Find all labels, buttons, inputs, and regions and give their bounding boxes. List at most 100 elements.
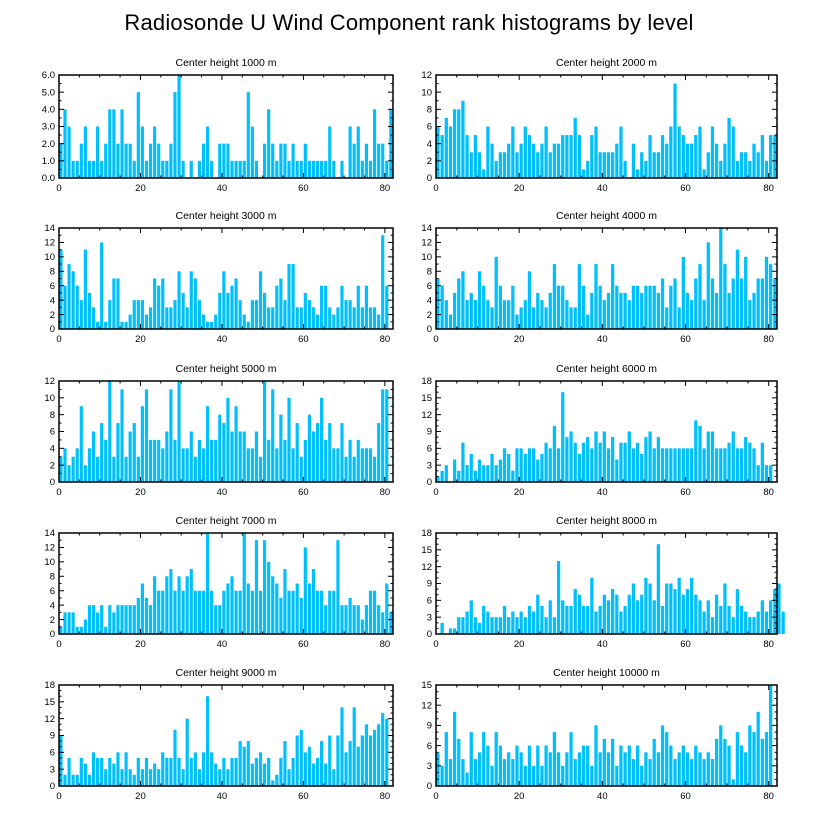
histogram-bar xyxy=(561,600,565,634)
histogram-bar xyxy=(739,605,744,634)
histogram-bar xyxy=(665,732,669,786)
histogram-bar xyxy=(457,617,461,634)
histogram-bar xyxy=(690,759,694,786)
histogram-bar xyxy=(540,605,544,634)
histogram-bar xyxy=(336,448,340,482)
histogram-bar xyxy=(685,292,690,329)
x-tick-label: 60 xyxy=(680,334,691,345)
histogram-bar xyxy=(752,732,756,786)
histogram-bar xyxy=(648,135,652,178)
histogram-bar xyxy=(477,271,482,329)
histogram-bar xyxy=(465,465,469,482)
histogram-bar xyxy=(197,439,202,482)
y-tick-label: 12 xyxy=(421,70,432,81)
histogram-bar xyxy=(631,759,636,786)
histogram-bar xyxy=(307,300,311,329)
histogram-bar xyxy=(136,456,140,482)
histogram-bar xyxy=(356,285,360,329)
histogram-bar xyxy=(694,278,698,329)
histogram-bar xyxy=(324,439,328,482)
histogram-bar xyxy=(328,735,332,786)
histogram-bar xyxy=(169,143,173,178)
y-tick-label: 9 xyxy=(50,731,55,742)
histogram-bar xyxy=(344,605,348,634)
histogram-bar xyxy=(486,611,490,634)
y-tick-label: 6 xyxy=(427,741,432,752)
histogram-bar xyxy=(230,757,234,786)
histogram-bar xyxy=(440,622,444,634)
histogram-bar xyxy=(218,292,222,329)
x-tick-label: 60 xyxy=(298,639,309,650)
histogram-bar xyxy=(324,763,328,786)
histogram-bar xyxy=(360,735,364,786)
y-tick-label: 14 xyxy=(44,223,55,234)
histogram-bar xyxy=(507,453,511,482)
histogram-bar xyxy=(100,242,104,329)
histogram-bar xyxy=(254,300,259,329)
histogram-bar xyxy=(283,741,287,786)
histogram-bar xyxy=(91,752,96,786)
y-tick-label: 1.0 xyxy=(42,156,55,167)
histogram-bar xyxy=(360,307,364,329)
histogram-bar xyxy=(377,605,381,634)
histogram-bar xyxy=(490,143,494,178)
histogram-bar xyxy=(275,774,279,786)
y-tick-label: 18 xyxy=(421,528,432,539)
histogram-bar xyxy=(181,292,185,329)
histogram-bar xyxy=(185,576,189,634)
histogram-bar xyxy=(222,423,226,482)
histogram-bar xyxy=(448,628,453,634)
x-tick-label: 20 xyxy=(135,487,146,498)
histogram-bar xyxy=(627,745,631,786)
y-tick-label: 15 xyxy=(421,545,432,556)
histogram-bar xyxy=(96,321,100,329)
histogram-bar xyxy=(222,757,226,786)
histogram-bar xyxy=(448,126,453,178)
histogram-bar xyxy=(128,143,132,178)
histogram-bar xyxy=(627,431,631,482)
histogram-bar xyxy=(552,264,557,329)
histogram-bar xyxy=(527,605,532,634)
histogram-bar xyxy=(569,307,573,329)
histogram-bar xyxy=(673,589,677,634)
histogram-bar xyxy=(694,594,698,634)
histogram-bar xyxy=(723,738,727,786)
panel-frame xyxy=(435,684,778,787)
histogram-bar xyxy=(173,92,177,178)
histogram-bar xyxy=(197,300,202,329)
histogram-bar xyxy=(189,160,193,178)
histogram-bar xyxy=(340,160,344,178)
histogram-bar xyxy=(250,590,254,634)
histogram-bar xyxy=(291,590,295,634)
histogram-bar xyxy=(635,169,640,178)
histogram-bar xyxy=(731,617,735,634)
histogram-bar xyxy=(368,590,373,634)
histogram-bar xyxy=(132,423,136,482)
histogram-bar xyxy=(144,389,149,482)
histogram-bar xyxy=(457,109,461,178)
histogram-bar xyxy=(494,160,498,178)
histogram-bar xyxy=(185,718,189,786)
histogram-bar xyxy=(246,448,250,482)
histogram-bar xyxy=(279,414,283,482)
histogram-bar xyxy=(364,143,369,178)
histogram-panel: Center height 10000 m 0 20 40 60 80 0 3 6 9 12 15 xyxy=(421,667,778,802)
x-tick-label: 0 xyxy=(433,487,438,498)
histogram-bar xyxy=(635,745,640,786)
y-tick-label: 8 xyxy=(427,266,432,277)
histogram-bar xyxy=(197,160,202,178)
histogram-bar xyxy=(75,285,79,329)
x-tick-label: 80 xyxy=(763,487,774,498)
histogram-bar xyxy=(760,738,764,786)
histogram-bar xyxy=(120,389,124,482)
histogram-bar xyxy=(144,757,149,786)
histogram-bar xyxy=(594,611,598,634)
histogram-bar xyxy=(352,143,356,178)
histogram-bar xyxy=(457,738,461,786)
histogram-bar xyxy=(523,126,527,178)
histogram-bar xyxy=(271,389,275,482)
histogram-bar xyxy=(340,707,344,786)
y-tick-label: 10 xyxy=(44,557,55,568)
histogram-bar xyxy=(189,271,193,329)
y-tick-label: 0 xyxy=(427,173,432,184)
